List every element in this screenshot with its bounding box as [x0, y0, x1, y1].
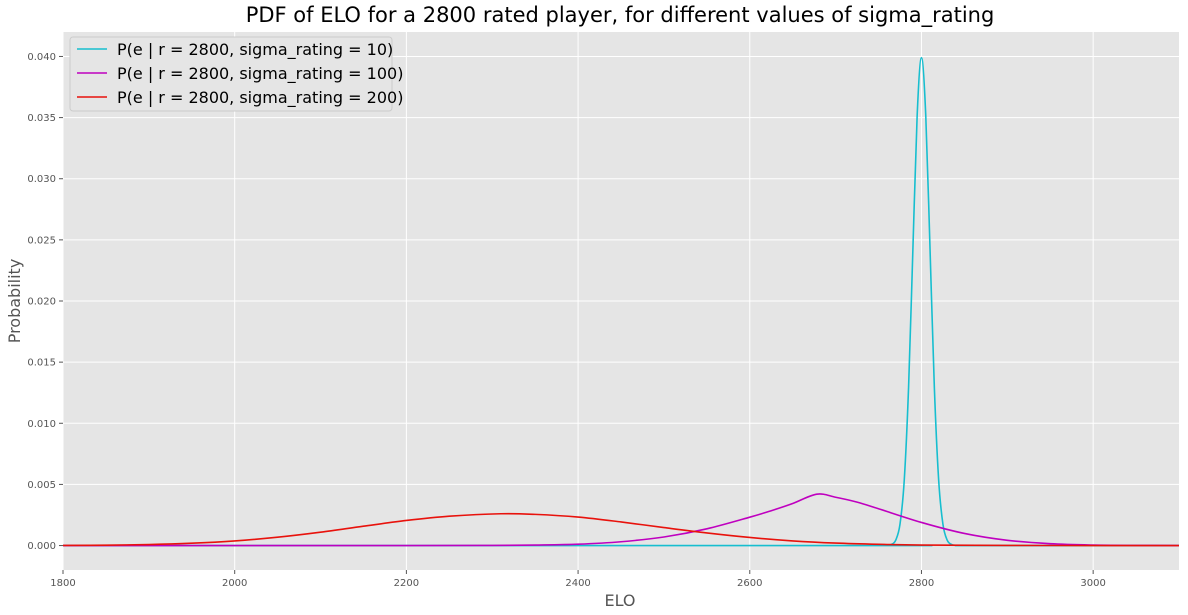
- legend-item: P(e | r = 2800, sigma_rating = 200): [77, 88, 403, 108]
- x-tick-label: 3000: [1080, 578, 1105, 589]
- legend-item: P(e | r = 2800, sigma_rating = 100): [77, 64, 403, 84]
- x-tick-label: 2800: [909, 578, 934, 589]
- y-tick-label: 0.035: [27, 113, 56, 124]
- legend-label: P(e | r = 2800, sigma_rating = 10): [117, 40, 393, 60]
- y-tick-label: 0.000: [27, 541, 56, 552]
- ticks-layer: 1800 2000 2200 2400 2600 2800 3000 0.000 0.005 0.…: [27, 52, 1106, 589]
- x-tick-label: 2000: [222, 578, 247, 589]
- x-tick-label: 2600: [737, 578, 762, 589]
- y-tick-label: 0.030: [27, 174, 56, 185]
- series-line: [62, 493, 1180, 547]
- legend-label: P(e | r = 2800, sigma_rating = 200): [117, 88, 403, 108]
- y-tick-label: 0.040: [27, 52, 56, 63]
- legend: P(e | r = 2800, sigma_rating = 10) P(e |…: [69, 36, 403, 112]
- x-tick-label: 2400: [565, 578, 590, 589]
- y-tick-label: 0.010: [27, 419, 56, 430]
- y-tick-label: 0.005: [27, 480, 56, 491]
- y-axis-label: Probability: [5, 259, 24, 344]
- series-layer: [62, 56, 1180, 547]
- legend-item: P(e | r = 2800, sigma_rating = 10): [77, 40, 393, 60]
- y-tick-label: 0.020: [27, 297, 56, 308]
- y-tick-label: 0.015: [27, 358, 56, 369]
- x-tick-label: 1800: [50, 578, 75, 589]
- legend-box: [69, 36, 393, 112]
- series-line: [62, 512, 1179, 547]
- legend-label: P(e | r = 2800, sigma_rating = 100): [117, 64, 403, 84]
- y-tick-label: 0.025: [27, 235, 56, 246]
- chart-title: PDF of ELO for a 2800 rated player, for …: [246, 3, 995, 28]
- x-tick-label: 2200: [394, 578, 419, 589]
- x-axis-label: ELO: [604, 591, 635, 610]
